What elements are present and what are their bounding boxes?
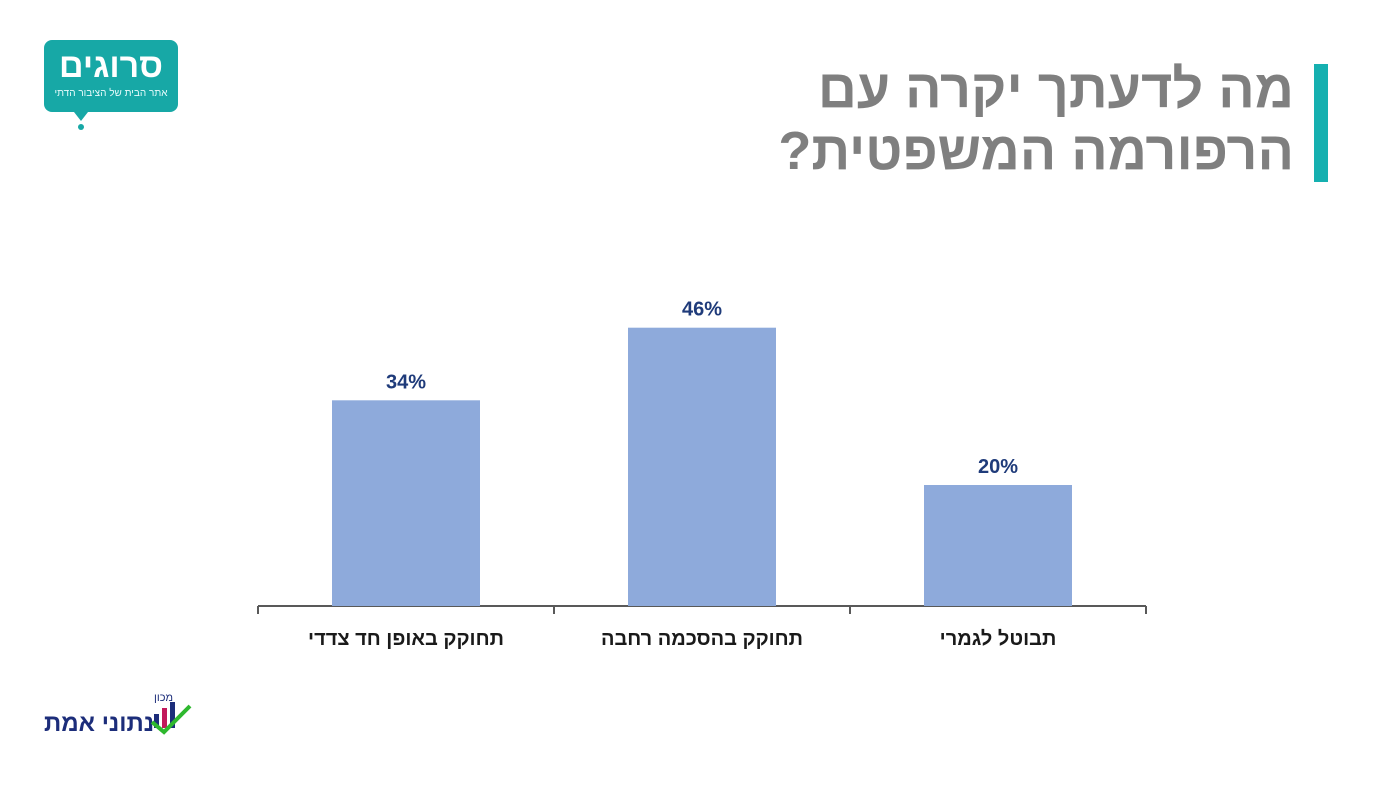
bar-value-label: 46%: [682, 299, 722, 321]
bar: [924, 485, 1072, 606]
title-line-2: הרפורמה המשפטית?: [778, 121, 1294, 181]
bar-value-label: 34%: [386, 371, 426, 393]
bar-check-icon: [150, 702, 192, 735]
speech-bubble-tail-icon: [74, 112, 88, 121]
speech-bubble-dot-icon: [78, 124, 84, 130]
slide-title: מה לדעתך יקרה עם הרפורמה המשפטית?: [630, 58, 1330, 182]
title-accent-bar: [1314, 64, 1328, 182]
bar-value-label: 20%: [978, 456, 1018, 478]
bar: [332, 400, 480, 606]
truedata-logo: מכון נתוני אמת: [44, 692, 204, 748]
srugim-logo: סרוגים אתר הבית של הציבור הדתי: [44, 40, 178, 112]
category-label: תבוטל לגמרי: [939, 628, 1057, 650]
truedata-logo-small: מכון: [154, 692, 174, 704]
category-label: תחוקק בהסכמה רחבה: [600, 628, 804, 650]
srugim-logo-name: סרוגים: [59, 47, 163, 85]
title-line-1: מה לדעתך יקרה עם: [817, 59, 1294, 119]
bar: [628, 327, 776, 606]
srugim-logo-tagline: אתר הבית של הציבור הדתי: [54, 88, 168, 99]
category-label: תחוקק באופן חד צדדי: [308, 628, 504, 650]
truedata-logo-name: נתוני אמת: [44, 710, 155, 737]
